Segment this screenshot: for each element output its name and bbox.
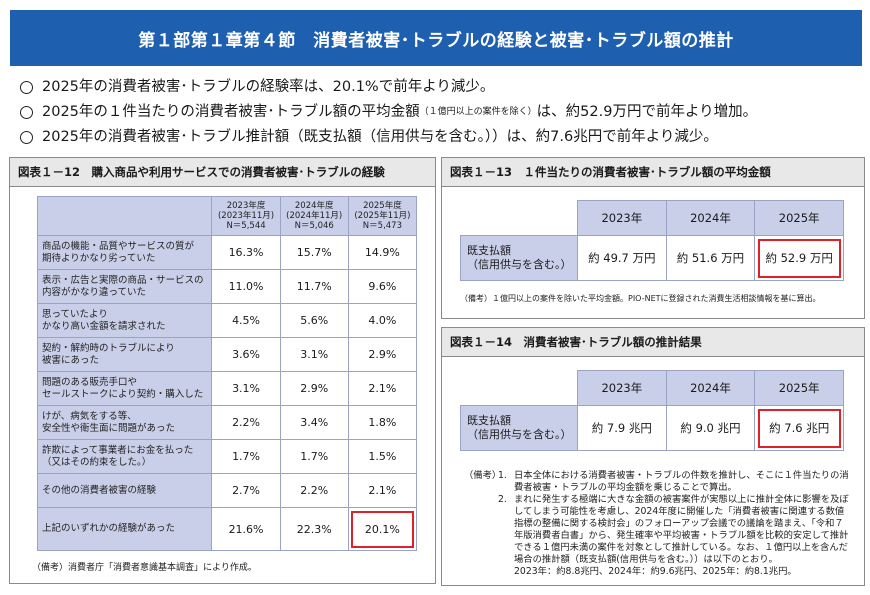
cell: 2.7%	[211, 473, 281, 508]
summary-item: 2025年の消費者被害･トラブル推計額（既支払額（信用供与を含む。））は、約7.…	[20, 125, 865, 150]
table-row: 既支払額 （信用供与を含む。） 約 49.7 万円 約 51.6 万円 約 52.…	[460, 235, 844, 281]
cell: 2.1%	[347, 371, 418, 406]
table-row: その他の消費者被害の経験 2.7% 2.2% 2.1%	[36, 473, 418, 508]
page-title: 第１部第１章第４節 消費者被害･トラブルの経験と被害･トラブル額の推計	[138, 30, 734, 51]
cell: 約 9.0 兆円	[665, 405, 756, 451]
row-label: 既支払額 （信用供与を含む。）	[460, 405, 578, 451]
table-row: 表示・広告と実際の商品・サービスの 内容がかなり違っていた 11.0% 11.7%…	[36, 269, 418, 304]
bullet-circle-icon	[20, 131, 33, 144]
column-header: 2023年	[577, 370, 667, 406]
highlighted-cell: 20.1%	[347, 507, 418, 551]
cell: 3.1%	[211, 371, 281, 406]
table-row: 上記のいずれかの経験があった 21.6% 22.3% 20.1%	[36, 507, 418, 551]
cell: 2.1%	[347, 473, 418, 508]
average-amount-table: 2023年 2024年 2025年 既支払額 （信用供与を含む。） 約 49.7 …	[460, 200, 844, 281]
table-row: 思っていたより かなり高い金額を請求された 4.5% 5.6% 4.0%	[36, 303, 418, 338]
table-row: けが、病気をする等、 安全性や衛生面に問題があった 2.2% 3.4% 1.8%	[36, 405, 418, 440]
cell: 3.4%	[279, 405, 349, 440]
figure-1-12-title: 図表１－12 購入商品や利用サービスでの消費者被害･トラブルの経験	[10, 158, 435, 187]
figure-1-12-panel: 図表１－12 購入商品や利用サービスでの消費者被害･トラブルの経験 2023年度…	[9, 157, 436, 584]
cell: 3.6%	[211, 337, 281, 372]
page-title-bar: 第１部第１章第４節 消費者被害･トラブルの経験と被害･トラブル額の推計	[10, 10, 862, 66]
row-label: 詐欺によって事業者にお金を払った （又はその約束をした。）	[36, 439, 213, 474]
summary-list: 2025年の消費者被害･トラブルの経験率は、20.1%で前年より減少。 2025…	[20, 75, 865, 150]
estimate-table: 2023年 2024年 2025年 既支払額 （信用供与を含む。） 約 7.9 兆…	[460, 370, 844, 451]
highlighted-cell: 約 7.6 兆円	[754, 405, 844, 451]
column-header: 2025年	[754, 200, 844, 236]
column-header: 2024年	[665, 370, 756, 406]
bullet-circle-icon	[20, 81, 33, 94]
row-label: 契約・解約時のトラブルにより 被害にあった	[36, 337, 213, 372]
experience-table: 2023年度 (2023年11月) N＝5,544 2024年度 (2024年11月)…	[36, 196, 418, 551]
highlighted-cell: 約 52.9 万円	[754, 235, 844, 281]
figure-1-13-panel: 図表１－13 １件当たりの消費者被害･トラブル額の平均金額 2023年 2024…	[441, 157, 865, 319]
note-1: 日本全体における消費者被害・トラブルの件数を推計し、そこに１件当たりの消費者被害…	[514, 470, 849, 493]
cell: 3.1%	[279, 337, 349, 372]
row-label: 表示・広告と実際の商品・サービスの 内容がかなり違っていた	[36, 269, 213, 304]
cell: 9.6%	[347, 269, 418, 304]
row-label: その他の消費者被害の経験	[36, 473, 213, 508]
cell: 1.5%	[347, 439, 418, 474]
row-label: 既支払額 （信用供与を含む。）	[460, 235, 578, 281]
figure-1-14-panel: 図表１－14 消費者被害･トラブル額の推計結果 2023年 2024年 2025…	[441, 327, 865, 586]
figure-1-12-note: （備考）消費者庁「消費者意識基本調査」により作成。	[32, 563, 257, 573]
cell: 2.9%	[347, 337, 418, 372]
summary-item: 2025年の消費者被害･トラブルの経験率は、20.1%で前年より減少。	[20, 75, 865, 100]
cell: 2.2%	[279, 473, 349, 508]
cell: 16.3%	[211, 235, 281, 270]
table-row: 問題のある販売手口や セールストークにより契約・購入した 3.1% 2.9% 2.…	[36, 371, 418, 406]
figure-1-14-title: 図表１－14 消費者被害･トラブル額の推計結果	[442, 328, 864, 357]
column-header: 2023年度 (2023年11月) N＝5,544	[211, 196, 281, 236]
cell: 4.5%	[211, 303, 281, 338]
table-row: 商品の機能・品質やサービスの質が 期待よりかなり劣っていた 16.3% 15.7%…	[36, 235, 418, 270]
table-header-row: 2023年 2024年 2025年	[460, 200, 844, 236]
column-header: 2025年	[754, 370, 844, 406]
cell: 21.6%	[211, 507, 281, 551]
table-row: 既支払額 （信用供与を含む。） 約 7.9 兆円 約 9.0 兆円 約 7.6 兆…	[460, 405, 844, 451]
column-header: 2023年	[577, 200, 667, 236]
row-label: 思っていたより かなり高い金額を請求された	[36, 303, 213, 338]
row-label: けが、病気をする等、 安全性や衛生面に問題があった	[36, 405, 213, 440]
cell: 22.3%	[279, 507, 349, 551]
table-header-row: 2023年度 (2023年11月) N＝5,544 2024年度 (2024年11月)…	[36, 196, 418, 236]
figure-1-13-note: （備考）１億円以上の案件を除いた平均金額。PIO-NETに登録された消費生活相談…	[460, 294, 821, 303]
cell: 15.7%	[279, 235, 349, 270]
cell: 2.2%	[211, 405, 281, 440]
cell: 5.6%	[279, 303, 349, 338]
cell: 11.0%	[211, 269, 281, 304]
cell: 約 51.6 万円	[665, 235, 756, 281]
table-row: 契約・解約時のトラブルにより 被害にあった 3.6% 3.1% 2.9%	[36, 337, 418, 372]
cell: 約 49.7 万円	[577, 235, 667, 281]
note-3: 2023年：約8.8兆円、2024年：約9.6兆円、2025年：約8.1兆円。	[514, 566, 797, 577]
figure-1-13-title: 図表１－13 １件当たりの消費者被害･トラブル額の平均金額	[442, 158, 864, 187]
table-row: 詐欺によって事業者にお金を払った （又はその約束をした。） 1.7% 1.7% 1…	[36, 439, 418, 474]
cell: 約 7.9 兆円	[577, 405, 667, 451]
column-header: 2025年度 (2025年11月) N＝5,473	[347, 196, 418, 236]
table-header-row: 2023年 2024年 2025年	[460, 370, 844, 406]
note-2: まれに発生する極端に大きな金額の被害案件が実態以上に推計全体に影響を及ぼしてしま…	[514, 494, 849, 565]
row-label: 商品の機能・品質やサービスの質が 期待よりかなり劣っていた	[36, 235, 213, 270]
row-label: 問題のある販売手口や セールストークにより契約・購入した	[36, 371, 213, 406]
cell: 1.7%	[211, 439, 281, 474]
cell: 4.0%	[347, 303, 418, 338]
row-label: 上記のいずれかの経験があった	[36, 507, 213, 551]
cell: 14.9%	[347, 235, 418, 270]
column-header: 2024年	[665, 200, 756, 236]
bullet-circle-icon	[20, 106, 33, 119]
summary-item: 2025年の１件当たりの消費者被害･トラブル額の平均金額 （１億円以上の案件を除く…	[20, 100, 865, 125]
cell: 1.8%	[347, 405, 418, 440]
cell: 11.7%	[279, 269, 349, 304]
cell: 1.7%	[279, 439, 349, 474]
cell: 2.9%	[279, 371, 349, 406]
column-header: 2024年度 (2024年11月) N＝5,046	[279, 196, 349, 236]
figure-1-14-notes: （備考） 1. 日本全体における消費者被害・トラブルの件数を推計し、そこに１件当…	[464, 470, 849, 577]
